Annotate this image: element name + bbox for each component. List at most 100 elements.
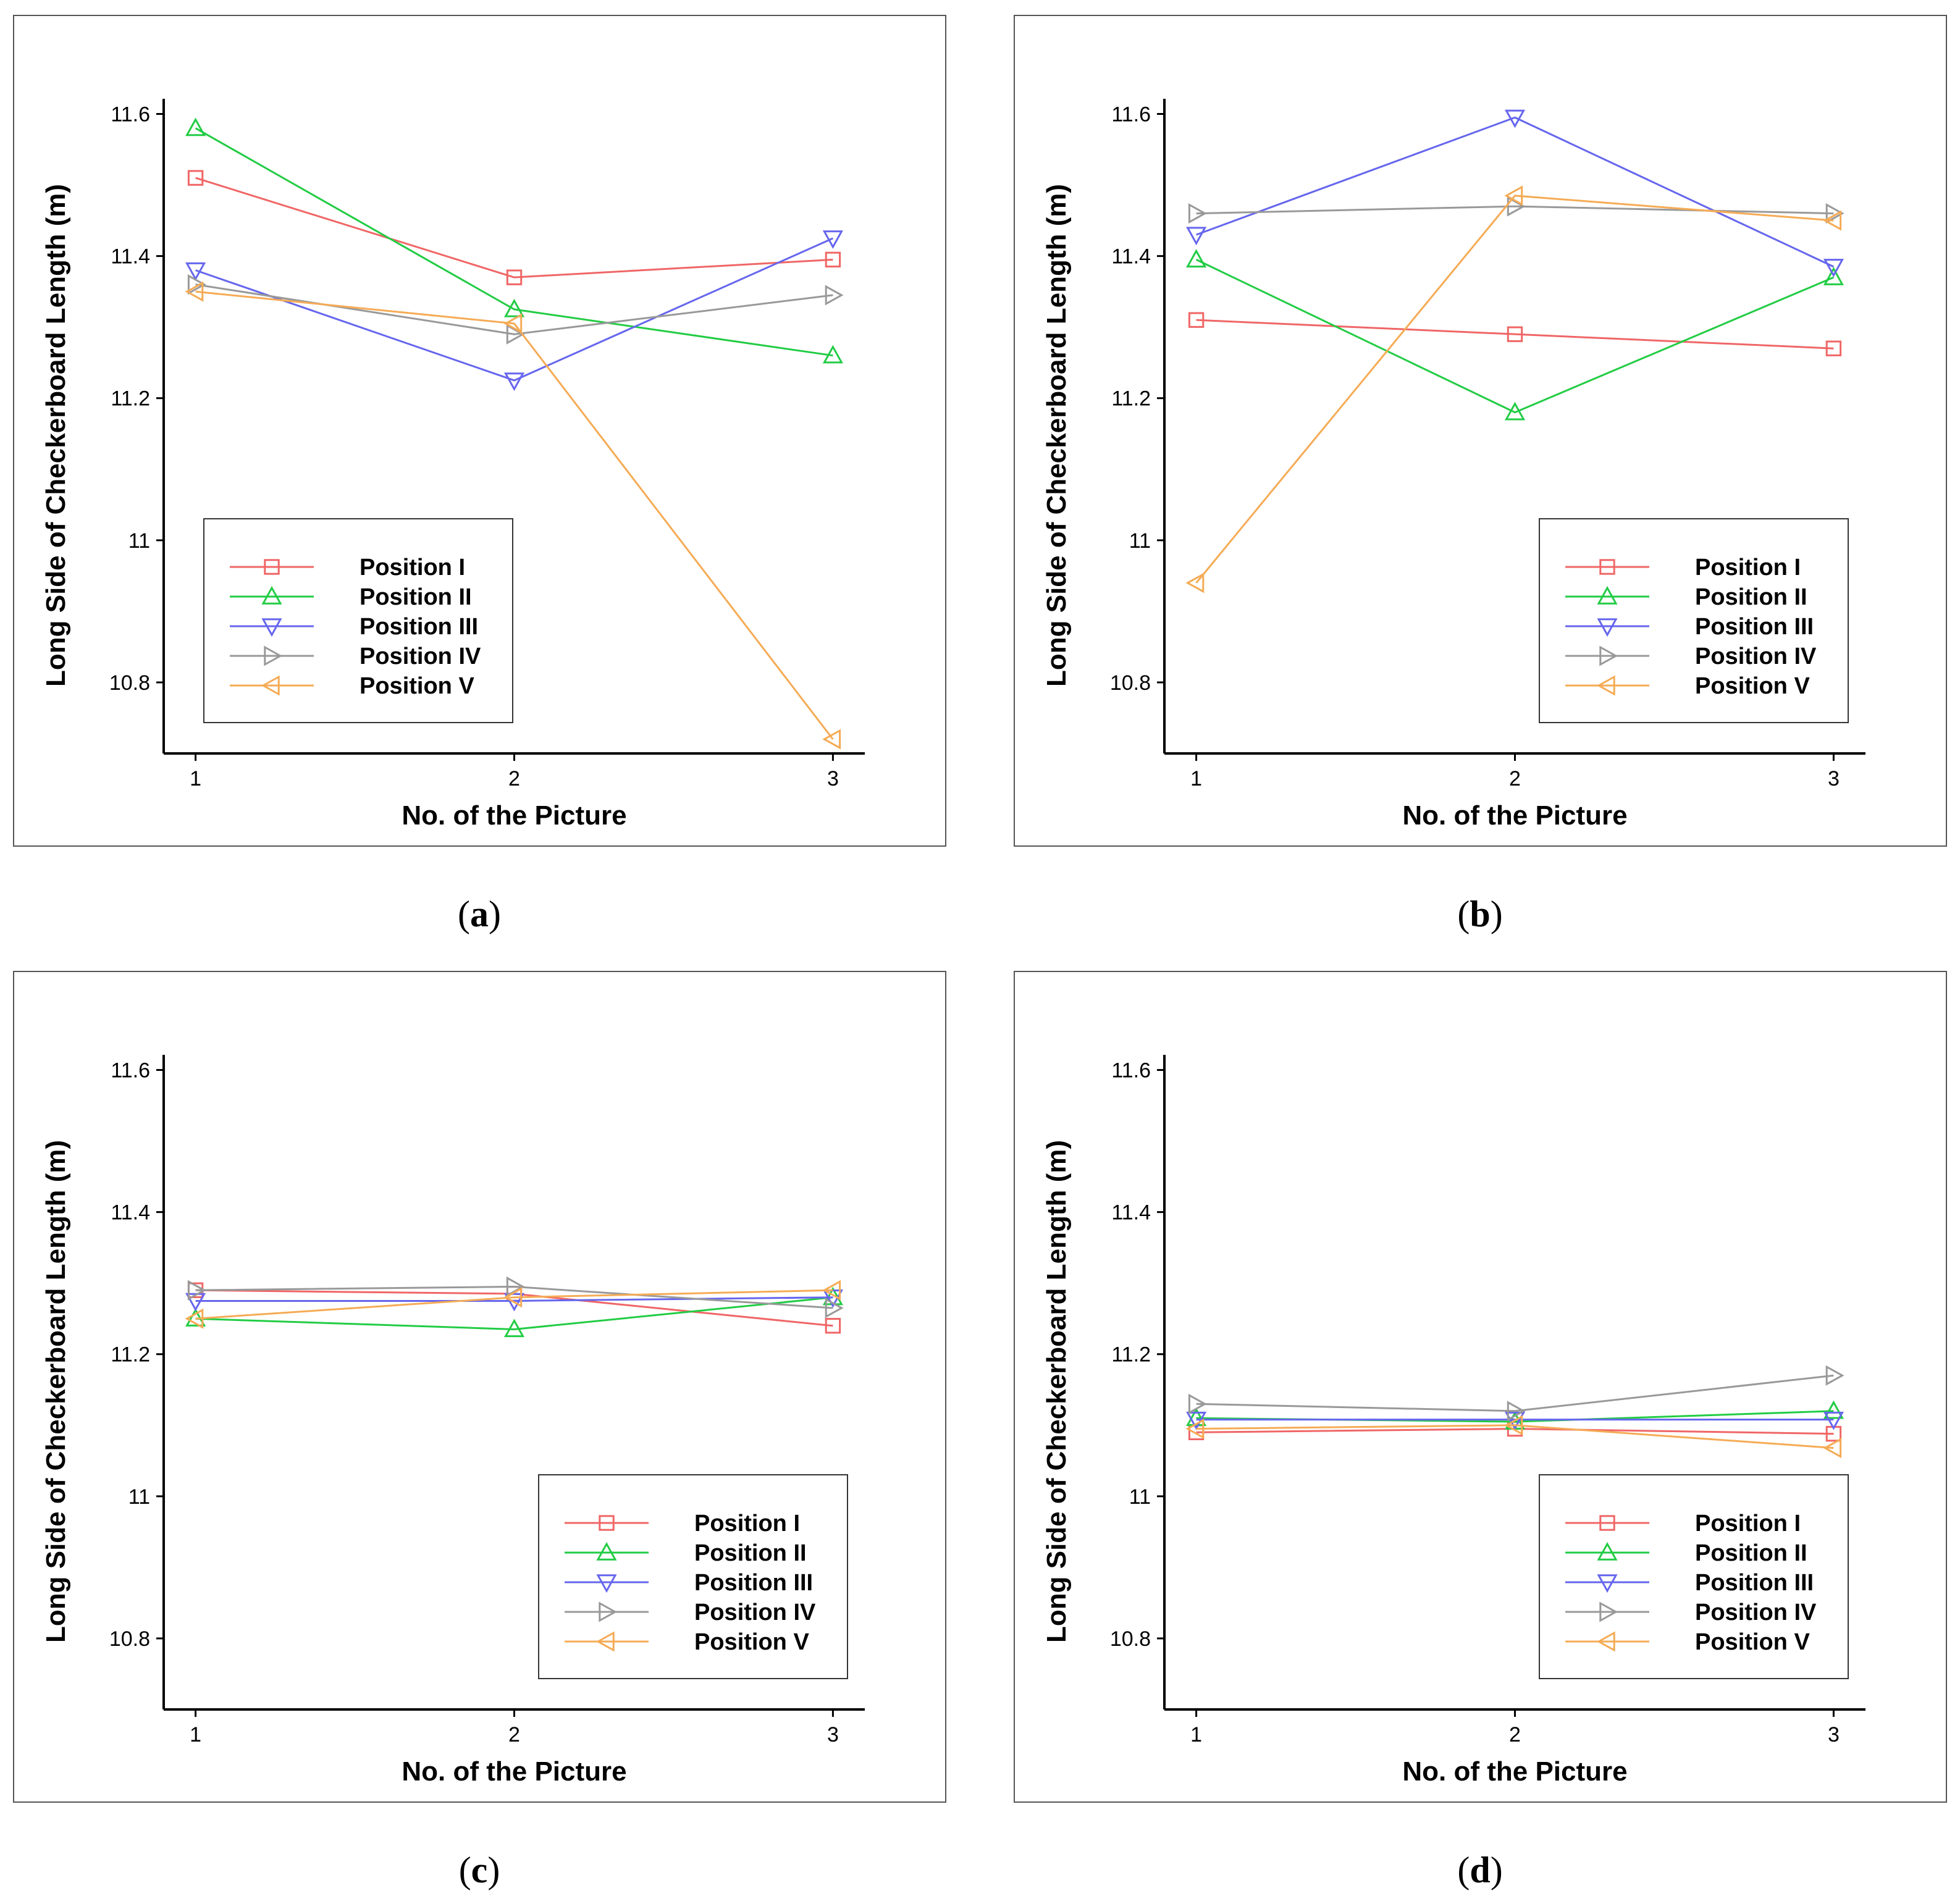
- data-point: [825, 1298, 844, 1319]
- series-line-position-i: [195, 177, 833, 279]
- data-point: [1823, 1400, 1844, 1419]
- data-point: [185, 262, 206, 281]
- data-point: [506, 269, 523, 285]
- data-point: [503, 1319, 525, 1338]
- x-tick-label: 3: [827, 1723, 839, 1747]
- data-point: [1188, 312, 1205, 328]
- data-point: [1825, 203, 1844, 224]
- data-point: [1188, 1393, 1207, 1414]
- chart-b: 10.8 11 11.2 11.4 11.6 1 2 3 No. of the Picture L…: [1014, 15, 1947, 934]
- data-point: [187, 170, 204, 186]
- series-line-position-iv: [195, 1285, 833, 1309]
- panel-caption: (b): [1457, 894, 1502, 934]
- legend-label: Position IV: [1695, 644, 1817, 669]
- legend-label: Position V: [694, 1629, 809, 1655]
- panel-a: 10.8 11 11.2 11.4 11.6 1 2 3 No. of the Picture L…: [0, 0, 959, 948]
- data-point: [187, 274, 206, 295]
- legend: [1539, 1474, 1849, 1679]
- legend-label: Position III: [1695, 614, 1814, 640]
- data-point: [1186, 1407, 1207, 1426]
- series-line-position-ii: [1195, 259, 1834, 414]
- panel-caption: (c): [459, 1850, 500, 1890]
- data-point: [1507, 1401, 1526, 1422]
- x-tick-label: 1: [190, 767, 201, 791]
- legend-label: Position II: [1695, 584, 1807, 610]
- legend: [203, 518, 513, 723]
- x-axis-label: No. of the Picture: [1402, 1756, 1627, 1787]
- legend: [1539, 518, 1849, 723]
- data-point: [185, 117, 206, 136]
- y-axis-label: Long Side of Checkerboard Length (m): [1041, 1140, 1072, 1643]
- data-point: [1185, 1418, 1205, 1440]
- legend-marker: [264, 559, 280, 575]
- series-line-position-v: [1196, 1424, 1834, 1449]
- legend-marker: [261, 618, 282, 637]
- data-point: [1504, 109, 1526, 128]
- data-point: [822, 1280, 841, 1301]
- legend-label: Position V: [360, 673, 474, 699]
- y-tick-label: 10.8: [1110, 1627, 1151, 1651]
- legend-label: Position II: [1695, 1540, 1807, 1566]
- chart-d: 10.8 11 11.2 11.4 11.6 1 2 3 No. of the Picture L…: [1014, 971, 1947, 1890]
- legend-label: Position III: [1695, 1570, 1814, 1596]
- data-point: [822, 230, 843, 249]
- series-line-position-iii: [195, 1296, 833, 1302]
- legend-marker: [1596, 675, 1615, 696]
- legend-label: Position I: [1695, 555, 1801, 581]
- data-point: [822, 729, 841, 750]
- x-axis-label: No. of the Picture: [402, 1756, 626, 1787]
- legend-label: Position IV: [1695, 1600, 1817, 1625]
- x-tick-label: 3: [1828, 767, 1840, 791]
- data-point: [1504, 401, 1526, 421]
- legend-label: Position III: [694, 1570, 813, 1596]
- x-axis-label: No. of the Picture: [402, 800, 626, 831]
- legend-marker: [1597, 585, 1618, 605]
- data-point: [503, 372, 525, 392]
- legend-label: Position IV: [694, 1600, 816, 1625]
- series-line-position-iii: [1196, 116, 1835, 268]
- legend-label: Position II: [360, 584, 472, 610]
- data-point: [503, 313, 523, 334]
- y-tick-label: 11.4: [1111, 1201, 1151, 1225]
- x-tick-label: 2: [508, 1723, 520, 1747]
- data-point: [1823, 267, 1844, 285]
- y-tick-label: 11.2: [111, 387, 150, 411]
- panel-c: 10.8 11 11.2 11.4 11.6 1 2 3 No. of the Picture L…: [0, 956, 959, 1904]
- y-tick-label: 10.8: [1110, 671, 1151, 695]
- legend-label: Position I: [694, 1511, 800, 1537]
- legend-marker: [1599, 645, 1618, 666]
- data-point: [1823, 1411, 1844, 1430]
- chart-a: 10.8 11 11.2 11.4 11.6 1 2 3 No. of the Picture L…: [13, 15, 946, 934]
- series-line-position-v: [195, 1289, 833, 1320]
- legend-label: Position IV: [360, 644, 481, 669]
- series-line-position-i: [1196, 319, 1834, 350]
- legend-label: Position I: [360, 555, 465, 581]
- y-tick-label: 11.2: [111, 1343, 150, 1367]
- data-point: [1185, 572, 1205, 593]
- series-line-position-ii: [195, 127, 833, 357]
- y-tick-label: 11.6: [1111, 1059, 1151, 1083]
- series-line-position-v: [195, 290, 834, 740]
- legend-marker: [596, 1574, 617, 1593]
- data-point: [1825, 1365, 1844, 1386]
- y-tick-label: 10.8: [109, 671, 150, 695]
- x-tick-label: 3: [827, 767, 839, 791]
- y-tick-label: 11.4: [111, 245, 150, 269]
- y-tick-label: 10.8: [109, 1627, 150, 1651]
- legend-marker: [595, 1631, 615, 1652]
- legend-marker: [1597, 1541, 1618, 1561]
- data-point: [187, 1280, 206, 1301]
- x-tick-label: 2: [1509, 767, 1521, 791]
- series-line-position-iv: [195, 283, 833, 335]
- series-line-position-ii: [195, 1296, 833, 1330]
- legend-marker: [261, 585, 282, 605]
- legend-marker: [599, 1601, 618, 1622]
- legend-marker: [1599, 1515, 1615, 1531]
- data-point: [825, 251, 841, 268]
- x-tick-label: 1: [1190, 767, 1202, 791]
- y-tick-label: 11: [1129, 1485, 1151, 1509]
- data-point: [1186, 227, 1207, 246]
- chart-c: 10.8 11 11.2 11.4 11.6 1 2 3 No. of the Picture L…: [13, 971, 946, 1890]
- data-point: [1504, 1411, 1526, 1430]
- data-point: [1186, 249, 1207, 268]
